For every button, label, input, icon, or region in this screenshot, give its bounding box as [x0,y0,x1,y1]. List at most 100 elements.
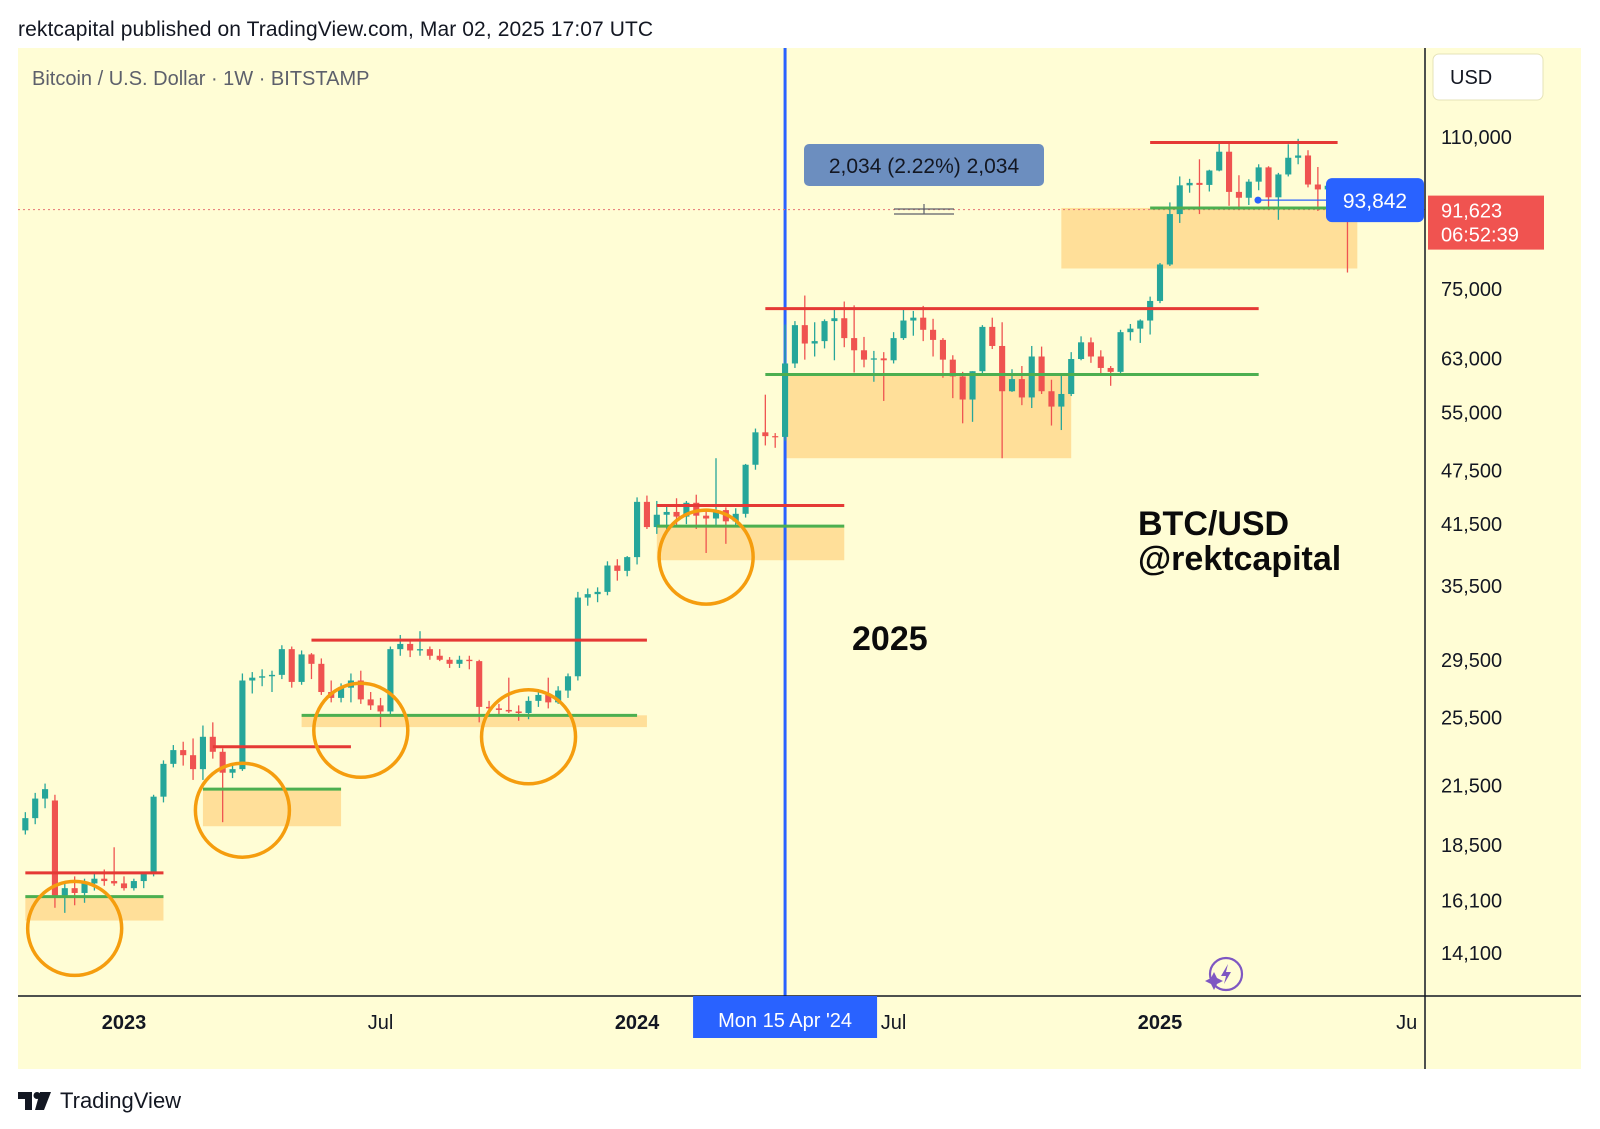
candle [476,659,483,723]
price-tick-label: 25,500 [1441,708,1502,730]
candle-body [1127,328,1134,333]
candle [851,305,858,373]
candle [762,394,769,446]
price-tick-label: 29,500 [1441,650,1502,672]
sparkle-icon[interactable] [1205,956,1244,992]
candle [199,725,206,780]
candle [801,295,808,360]
footer-brand[interactable]: TradingView [60,1088,182,1113]
candle-body [426,649,433,656]
candle-body [930,329,937,340]
candle [811,322,818,357]
candle-body [969,371,976,400]
candle [1048,379,1055,426]
candle-body [634,501,641,558]
candle-body [1087,342,1094,357]
candle-body [495,708,502,710]
time-tick-label: 2025 [1138,1012,1183,1034]
price-tick-label: 55,000 [1441,402,1502,424]
candle-body [841,318,848,339]
candle [930,318,937,357]
candle [1127,323,1134,341]
candle-body [1028,356,1035,398]
candle [791,321,798,368]
candle [259,669,266,687]
candle [634,497,641,565]
candle [308,653,315,680]
chart-frame[interactable]: Bitcoin / U.S. Dollar · 1W · BITSTAMP US… [18,48,1581,1069]
candle-body [939,339,946,360]
currency-button[interactable]: USD [1432,53,1544,101]
currency-button-label[interactable]: USD [1450,67,1492,89]
candle-body [1147,300,1154,321]
candle [318,658,325,695]
candle-body [1137,320,1144,329]
candle [870,350,877,382]
published-line: rektcapital published on TradingView.com… [18,18,654,41]
candle [209,722,216,759]
candle-body [742,464,749,514]
candle [1285,144,1292,177]
candle [1255,164,1262,191]
candle-body [190,755,197,770]
candle-body [1245,181,1252,198]
candle-body [831,318,838,322]
candle [1235,175,1242,211]
zone-2 [301,715,647,728]
candle [130,878,137,891]
candle-body [140,874,147,882]
candle [1018,366,1025,406]
candle-body [1304,155,1312,185]
retest-circle [25,879,124,978]
candle [564,673,572,698]
candle [910,310,917,336]
candle-body [466,659,473,662]
candle-body [604,565,611,592]
measure-tooltip: 2,034 (2.22%) 2,034 [804,144,1044,215]
price-tick-label: 18,500 [1441,835,1502,857]
candle-body [1097,356,1104,368]
candle-body [1206,170,1213,185]
chart-canvas[interactable]: Bitcoin / U.S. Dollar · 1W · BITSTAMP US… [18,48,1581,1069]
candle [357,670,364,704]
candle-body [663,511,670,515]
candle [268,670,276,693]
candle [1097,350,1104,376]
measure-tooltip-text: 2,034 (2.22%) 2,034 [829,155,1020,178]
crosshair-date-bg [693,996,878,1038]
candle-body [614,565,621,571]
candle-body [407,643,414,651]
cursor-price-text: 93,842 [1343,190,1407,213]
zone-4 [785,374,1072,459]
candle [239,673,246,771]
candle [920,305,927,342]
candle [1028,345,1035,409]
tradingview-logo-icon[interactable] [18,1092,52,1110]
candle-body [1176,185,1183,215]
candle [288,646,295,688]
time-axis[interactable]: 2023 Jul 2024 Jul 2025 Ju [102,1012,1417,1034]
candle-body [32,798,39,819]
candle-body [880,358,887,361]
candle [1196,159,1203,215]
candle [219,748,226,823]
candle [1226,143,1233,206]
candle-body [624,557,631,571]
candle-body [535,694,542,701]
candle [32,792,39,825]
candle [643,495,650,530]
candle-body [219,751,226,773]
candle-body [130,881,137,889]
price-axis[interactable]: 110,000 75,000 63,000 55,000 47,500 41,500 35,… [1441,127,1512,965]
candle [407,640,414,658]
price-tick-label: 75,000 [1441,279,1502,301]
candle-body [387,649,394,712]
candle [1275,172,1282,220]
candle [584,588,591,606]
time-tick-label: Jul [368,1012,394,1034]
price-tick-label: 35,500 [1441,576,1502,598]
candle-body [693,502,700,516]
zone-1 [202,789,342,827]
candle [377,697,384,728]
